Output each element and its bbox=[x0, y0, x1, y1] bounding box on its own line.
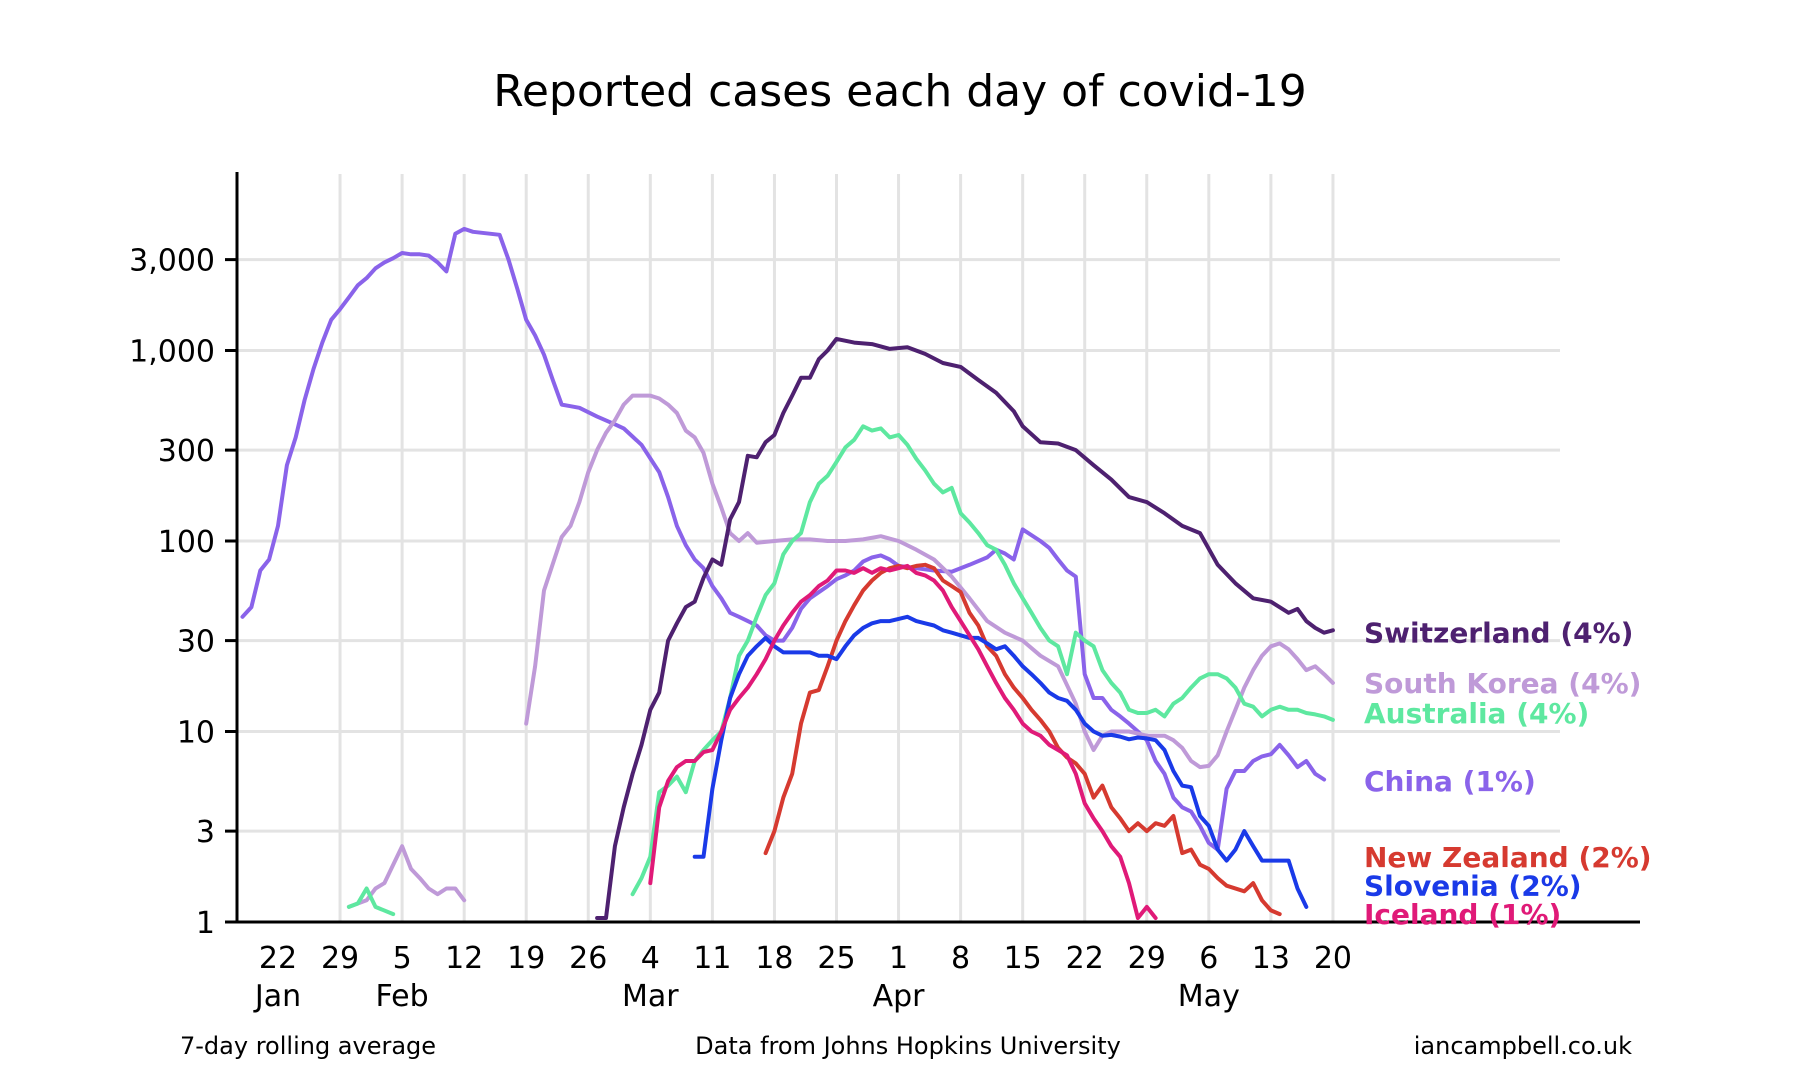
series-label: Switzerland (4%) bbox=[1364, 617, 1633, 650]
y-tick-label: 1,000 bbox=[129, 335, 215, 370]
x-tick-labels: 22 29 5 12 19 26 4 11 18 25 1 8 15 22 29 6 13 20 bbox=[259, 941, 1352, 976]
x-tick-label: 5 bbox=[393, 941, 412, 976]
x-tick-label: 11 bbox=[693, 941, 731, 976]
x-tick-label: 18 bbox=[755, 941, 793, 976]
series-line bbox=[763, 562, 1282, 917]
x-month-label: Apr bbox=[873, 979, 926, 1014]
series-iceland bbox=[648, 563, 1158, 920]
x-tick-label: 29 bbox=[321, 941, 359, 976]
y-tick-label: 100 bbox=[158, 525, 215, 560]
series-line bbox=[630, 424, 1335, 897]
series-line bbox=[692, 614, 1309, 909]
series-labels: Switzerland (4%) South Korea (4%)Australi… bbox=[1364, 617, 1652, 931]
x-tick-label: 12 bbox=[445, 941, 483, 976]
x-tick-label: 20 bbox=[1314, 941, 1352, 976]
series-line bbox=[595, 336, 1335, 920]
x-tick-label: 1 bbox=[889, 941, 908, 976]
x-tick-label: 22 bbox=[259, 941, 297, 976]
series-slovenia bbox=[692, 614, 1309, 909]
series-line bbox=[346, 844, 467, 909]
series-label: China (1%) bbox=[1364, 765, 1536, 798]
footnote-data-source: Data from Johns Hopkins University bbox=[695, 1032, 1121, 1060]
series-line bbox=[346, 886, 396, 917]
y-tick-label: 3 bbox=[196, 815, 215, 850]
series-australia bbox=[346, 424, 1335, 917]
series-lines bbox=[240, 226, 1335, 920]
series-label: New Zealand (2%) bbox=[1364, 841, 1652, 874]
y-tick-label: 10 bbox=[177, 716, 215, 751]
x-tick-label: 25 bbox=[817, 941, 855, 976]
x-tick-label: 6 bbox=[1199, 941, 1218, 976]
x-tick-label: 15 bbox=[1004, 941, 1042, 976]
y-tick-label: 1 bbox=[196, 906, 215, 941]
series-label: South Korea (4%) bbox=[1364, 667, 1641, 700]
series-line bbox=[648, 563, 1158, 920]
series-line bbox=[240, 226, 1327, 852]
x-month-label: Jan bbox=[253, 979, 301, 1014]
footnote-website: iancampbell.co.uk bbox=[1414, 1032, 1632, 1060]
x-tick-label: 29 bbox=[1128, 941, 1166, 976]
series-label: Australia (4%) bbox=[1364, 697, 1589, 730]
x-tick-label: 13 bbox=[1252, 941, 1290, 976]
x-month-label: Mar bbox=[622, 979, 679, 1014]
series-switzerland bbox=[595, 336, 1335, 920]
series-label: Slovenia (2%) bbox=[1364, 870, 1582, 903]
axes bbox=[235, 172, 1640, 924]
y-tick-label: 30 bbox=[177, 625, 215, 660]
y-tick-labels: 1 3 10 30 100 300 1,000 3,000 bbox=[129, 244, 237, 941]
series-south-korea bbox=[346, 393, 1335, 909]
x-tick-label: 4 bbox=[641, 941, 660, 976]
x-month-labels: Jan Feb Mar Apr May bbox=[253, 979, 1240, 1014]
x-tick-label: 26 bbox=[569, 941, 607, 976]
series-new-zealand bbox=[763, 562, 1282, 917]
grid bbox=[237, 174, 1560, 922]
y-tick-label: 3,000 bbox=[129, 244, 215, 279]
x-tick-label: 8 bbox=[951, 941, 970, 976]
footnote-rolling-average: 7-day rolling average bbox=[180, 1032, 436, 1060]
series-label: Iceland (1%) bbox=[1364, 898, 1561, 931]
x-month-label: May bbox=[1178, 979, 1240, 1014]
series-line bbox=[524, 393, 1335, 770]
x-tick-label: 22 bbox=[1066, 941, 1104, 976]
x-month-label: Feb bbox=[376, 979, 429, 1014]
chart-title: Reported cases each day of covid-19 bbox=[493, 66, 1306, 117]
y-tick-label: 300 bbox=[158, 434, 215, 469]
x-tick-label: 19 bbox=[507, 941, 545, 976]
series-china bbox=[240, 226, 1327, 852]
